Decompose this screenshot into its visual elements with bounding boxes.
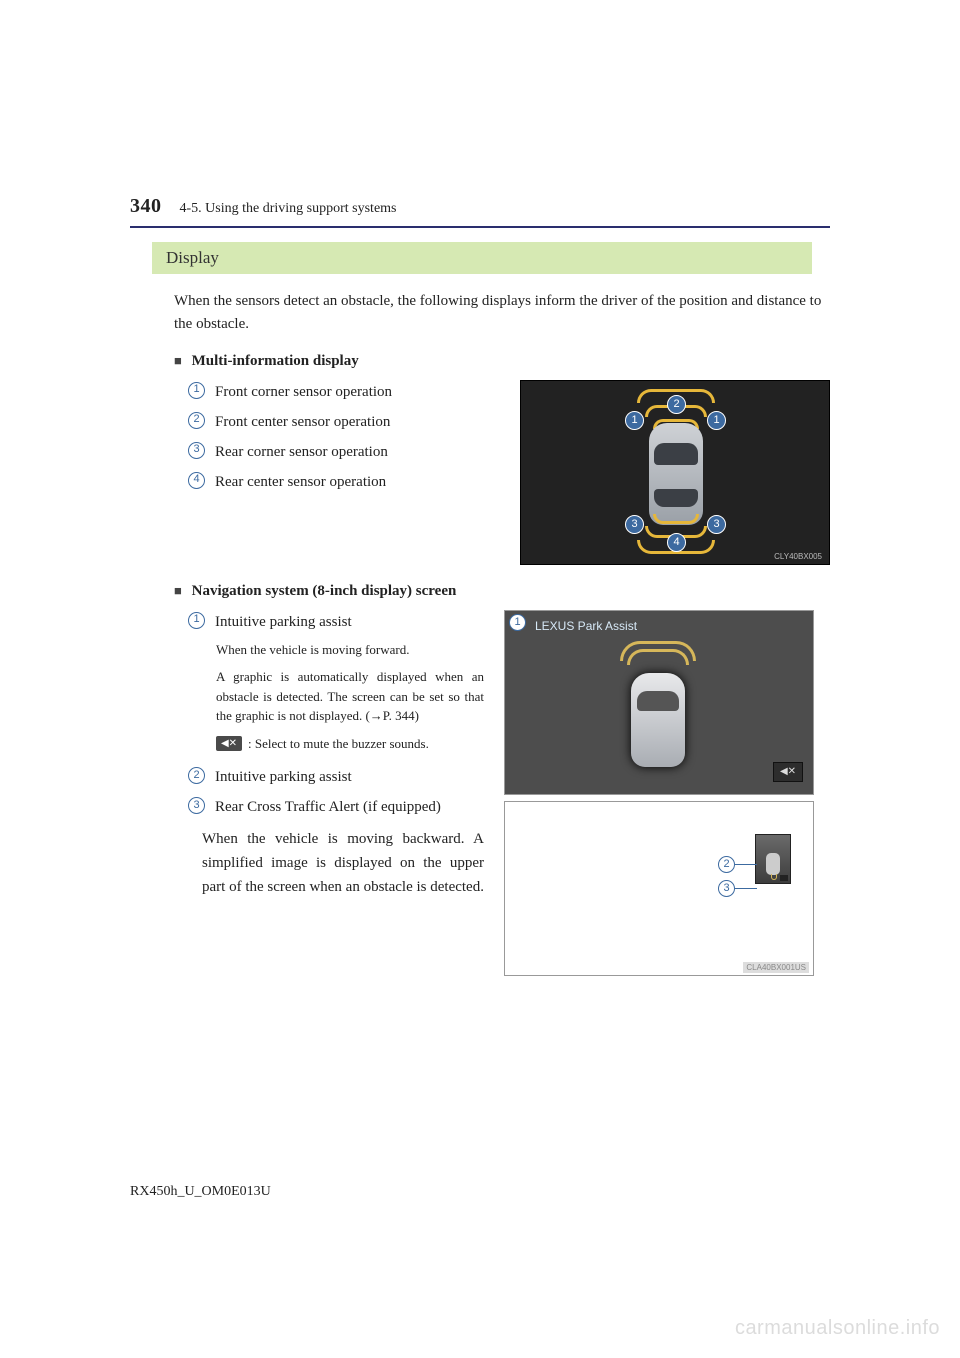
subheading-nav-system: ■ Navigation system (8-inch display) scr… [174,583,830,600]
thumbnail-overlay [755,834,791,884]
car-icon [766,853,780,875]
list-item: 2 Intuitive parking assist [188,765,484,789]
doc-code: RX450h_U_OM0E013U [130,1184,271,1200]
note-text: When the vehicle is moving forward. [216,640,484,660]
callout-3-icon: 3 [707,515,726,534]
note-text: A graphic is automatically displayed whe… [216,667,484,726]
callout-3-icon: 3 [625,515,644,534]
circled-number-icon: 1 [188,612,205,629]
list-item-text: Rear Cross Traffic Alert (if equipped) [215,795,484,819]
callout-2-icon: 2 [667,395,686,414]
front-sensor-arc-icon [627,649,689,665]
display-heading: Display [152,242,812,274]
square-bullet-icon: ■ [174,353,182,368]
section-path: 4-5. Using the driving support systems [180,201,397,217]
mute-button-icon: ◀✕ [773,762,803,782]
callout-3-icon: 3 [718,880,735,897]
list-item-text: Front corner sensor operation [215,380,500,404]
figure-sensor-diagram: 1 1 2 3 3 4 CLY40BX005 [520,380,830,565]
list-item: 1 Intuitive parking assist [188,610,484,634]
list-item: 4 Rear center sensor operation [188,470,500,494]
screen-title: LEXUS Park Assist [535,619,637,633]
circled-number-icon: 2 [188,767,205,784]
callout-4-icon: 4 [667,533,686,552]
leader-line-icon [735,888,757,889]
page: 340 4-5. Using the driving support syste… [0,0,960,1358]
sensor-arc-icon [771,874,777,880]
nav-system-block: 1 Intuitive parking assist When the vehi… [174,610,830,982]
leader-line-icon [735,864,757,865]
car-top-view-icon [649,423,703,525]
circled-number-icon: 1 [188,382,205,399]
circled-number-icon: 3 [188,797,205,814]
windshield-icon [654,443,698,465]
multi-info-figure-col: 1 1 2 3 3 4 CLY40BX005 [520,380,830,565]
figure-code: CLY40BX005 [771,551,825,562]
mute-icon [780,875,788,881]
multi-info-block: 1 Front corner sensor operation 2 Front … [174,380,830,565]
square-bullet-icon: ■ [174,583,182,598]
list-item-text: Intuitive parking assist [215,765,484,789]
list-item-text: Rear center sensor operation [215,470,500,494]
figure-code: CLA40BX001US [743,962,809,973]
figure-nav-screens: 1 LEXUS Park Assist ◀✕ 2 3 [504,610,814,976]
subheading-multi-info: ■ Multi-information display [174,353,830,370]
list-item-text: Intuitive parking assist [215,610,484,634]
nav-system-text-col: 1 Intuitive parking assist When the vehi… [174,610,484,900]
page-number: 340 [130,195,162,218]
circled-number-icon: 4 [188,472,205,489]
nav-screen-reverse: 2 3 CLA40BX001US [504,801,814,976]
tail-paragraph: When the vehicle is moving backward. A s… [202,827,484,899]
subheading-nav-system-text: Navigation system (8-inch display) scree… [192,583,457,599]
subheading-multi-info-text: Multi-information display [192,353,359,369]
page-header: 340 4-5. Using the driving support syste… [130,195,830,218]
mute-note: ◀✕ : Select to mute the buzzer sounds. [216,734,484,754]
car-top-view-icon [631,673,685,767]
callout-1-icon: 1 [625,411,644,430]
list-item-text: Rear corner sensor operation [215,440,500,464]
mute-note-text: : Select to mute the buzzer sounds. [248,734,429,754]
nav-system-figure-col: 1 LEXUS Park Assist ◀✕ 2 3 [504,610,814,982]
rear-window-icon [654,489,698,507]
list-item: 3 Rear corner sensor operation [188,440,500,464]
mute-icon: ◀✕ [216,736,242,751]
circled-number-icon: 2 [188,412,205,429]
intro-paragraph: When the sensors detect an obstacle, the… [174,290,830,337]
list-item: 2 Front center sensor operation [188,410,500,434]
list-item: 1 Front corner sensor operation [188,380,500,404]
nav-screen-forward: 1 LEXUS Park Assist ◀✕ [504,610,814,795]
callout-2-icon: 2 [718,856,735,873]
list-item-text: Front center sensor operation [215,410,500,434]
header-rule [130,226,830,228]
multi-info-text-col: 1 Front corner sensor operation 2 Front … [174,380,500,500]
callout-1-icon: 1 [509,614,526,631]
watermark: carmanualsonline.info [735,1317,940,1340]
circled-number-icon: 3 [188,442,205,459]
list-item: 3 Rear Cross Traffic Alert (if equipped) [188,795,484,819]
callout-1-icon: 1 [707,411,726,430]
